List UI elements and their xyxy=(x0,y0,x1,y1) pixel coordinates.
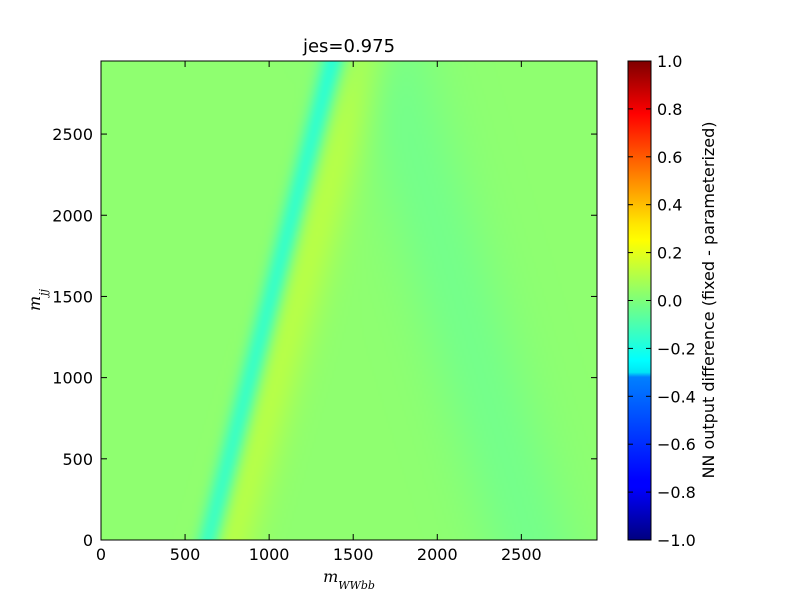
y-axis-subscript: jj xyxy=(37,288,50,298)
x-tick-label: 2500 xyxy=(501,545,542,564)
y-axis: 0 500 1000 1500 2000 2500 xyxy=(52,125,597,550)
colorbar-tick-label: 0.0 xyxy=(657,292,682,311)
y-tick-label: 0 xyxy=(83,531,93,550)
colorbar-tick-label: −0.8 xyxy=(657,483,696,502)
colorbar-tick-label: −0.4 xyxy=(657,387,696,406)
y-tick-label: 2500 xyxy=(52,125,93,144)
x-tick-label: 1000 xyxy=(249,545,290,564)
colorbar-tick-label: 1.0 xyxy=(657,52,682,71)
y-tick-label: 1500 xyxy=(52,287,93,306)
heatmap-plot-area xyxy=(100,60,598,541)
colorbar-tick-label: 0.2 xyxy=(657,244,682,263)
x-axis-subscript: WWbb xyxy=(338,579,375,592)
x-axis-title: mWWbb xyxy=(323,567,375,592)
colorbar-tick-label: 0.6 xyxy=(657,148,682,167)
y-tick-label: 2000 xyxy=(52,206,93,225)
x-tick-label: 0 xyxy=(96,545,106,564)
chart-title: jes=0.975 xyxy=(302,36,395,57)
x-tick-label: 500 xyxy=(170,545,201,564)
colorbar: 1.0 0.8 0.6 0.4 0.2 0.0 −0.2 −0.4 −0.6 −0.8 −1.0 N… xyxy=(627,52,718,550)
colorbar-tick-label: 0.8 xyxy=(657,100,682,119)
colorbar-ticks: 1.0 0.8 0.6 0.4 0.2 0.0 −0.2 −0.4 −0.6 −0.8 −1.0 xyxy=(628,52,696,550)
colorbar-label: NN output difference (fixed - parameteri… xyxy=(699,121,718,478)
svg-text:mWWbb: mWWbb xyxy=(323,567,375,592)
colorbar-tick-label: 0.4 xyxy=(657,196,682,215)
plot-frame xyxy=(100,60,598,541)
colorbar-tick-label: −0.6 xyxy=(657,435,696,454)
svg-text:mjj: mjj xyxy=(25,288,50,311)
x-tick-label: 1500 xyxy=(333,545,374,564)
y-tick-label: 500 xyxy=(62,450,93,469)
x-tick-label: 2000 xyxy=(417,545,458,564)
colorbar-tick-label: −1.0 xyxy=(657,531,696,550)
x-axis: 0 500 1000 1500 2000 2500 xyxy=(96,61,542,564)
y-tick-label: 1000 xyxy=(52,369,93,388)
colorbar-tick-label: −0.2 xyxy=(657,339,696,358)
y-axis-title: mjj xyxy=(25,288,50,311)
heatmap-field xyxy=(101,61,597,540)
